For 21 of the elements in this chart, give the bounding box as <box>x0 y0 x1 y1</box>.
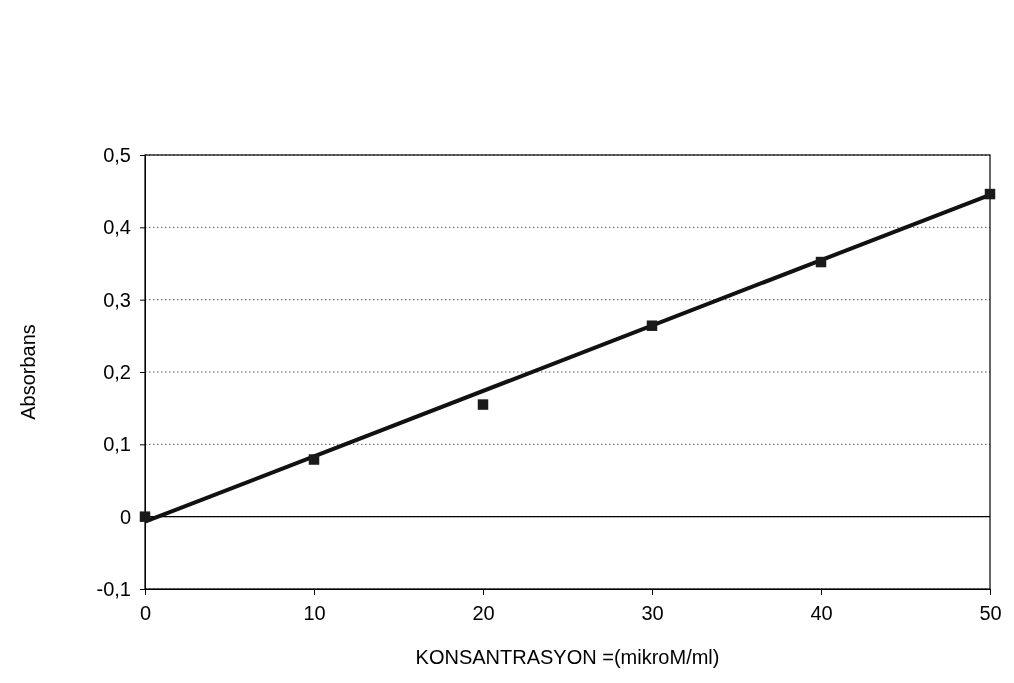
y-axis-title: Absorbans <box>17 324 39 420</box>
x-tick-label: 40 <box>810 602 833 624</box>
point <box>477 399 489 410</box>
point <box>139 511 151 522</box>
point <box>815 256 827 268</box>
y-tick-label: 0 <box>119 505 131 528</box>
x-tick-label: 10 <box>303 602 326 624</box>
x-tick-label: 30 <box>641 602 664 624</box>
point <box>984 188 996 200</box>
point <box>646 320 658 331</box>
y-tick-label: 0,3 <box>103 288 131 311</box>
y-tick-label: 0,5 <box>103 143 131 166</box>
y-tick-label: 0,2 <box>103 360 131 383</box>
x-tick-label: 20 <box>472 602 495 624</box>
x-tick-label: 0 <box>139 602 152 624</box>
x-axis-title: KONSANTRASYON =(mikroM/ml) <box>415 646 720 668</box>
x-tick-label: 50 <box>979 602 1002 624</box>
y-tick-label: -0,1 <box>96 577 131 600</box>
y-tick-label: 0,1 <box>103 433 131 456</box>
point <box>308 454 320 465</box>
y-tick-label: 0,4 <box>103 216 131 239</box>
